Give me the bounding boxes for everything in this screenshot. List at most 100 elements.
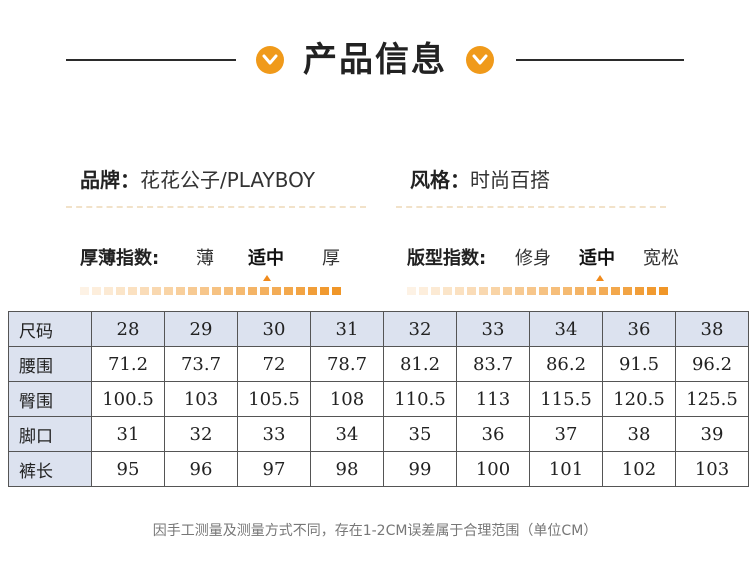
scale-segment [212,287,221,295]
scale-segment [140,287,149,295]
scale-segment [491,287,500,295]
measurement-cell: 95 [91,451,165,487]
scale-segment [332,287,341,295]
measurement-cell: 100.5 [91,381,165,417]
scale-segment [104,287,113,295]
thickness-option: 薄 [196,248,214,269]
brand-info: 品牌：花花公子/PLAYBOY [80,166,315,194]
style-label: 风格： [410,168,470,192]
title-divider-left [66,59,236,61]
measurement-cell: 36 [456,416,530,452]
row-label: 脚口 [8,416,92,452]
fit-option-selected: 适中 [579,248,615,269]
scale-segment [176,287,185,295]
measurement-cell: 101 [529,451,603,487]
measurement-cell: 110.5 [383,381,457,417]
table-row: 臀围 100.5 103 105.5 108 110.5 113 115.5 120.5 125.… [8,381,749,417]
scale-segment [443,287,452,295]
size-header-row: 尺码 28 29 30 31 32 33 34 36 38 [8,311,749,347]
measurement-cell: 98 [310,451,384,487]
scale-segment [623,287,632,295]
measurement-cell: 102 [602,451,676,487]
size-cell: 29 [164,311,238,347]
measurement-cell: 33 [237,416,311,452]
measurement-cell: 103 [164,381,238,417]
thickness-index: 厚薄指数: 薄 适中 厚 [80,246,360,272]
thickness-option: 厚 [322,248,340,269]
size-cell: 36 [602,311,676,347]
measurement-cell: 37 [529,416,603,452]
measurement-cell: 96 [164,451,238,487]
scale-segment [479,287,488,295]
measurement-cell: 35 [383,416,457,452]
scale-segment [248,287,257,295]
scale-segment [224,287,233,295]
row-label: 尺码 [8,311,92,347]
scale-segment [455,287,464,295]
table-row: 脚口 31 32 33 34 35 36 37 38 39 [8,416,749,452]
table-row: 腰围 71.2 73.7 72 78.7 81.2 83.7 86.2 91.5 96.2 [8,346,749,382]
scale-segment [152,287,161,295]
measurement-cell: 72 [237,346,311,382]
scale-segment [164,287,173,295]
measurement-cell: 34 [310,416,384,452]
section-title: 产品信息 [303,40,447,80]
scale-segment [320,287,329,295]
measurement-cell: 38 [602,416,676,452]
fit-scale-bar [407,287,677,295]
scale-segment [272,287,281,295]
scale-segment [647,287,656,295]
brand-value: 花花公子/PLAYBOY [140,168,315,192]
scale-segment [575,287,584,295]
scale-segment [284,287,293,295]
row-label: 腰围 [8,346,92,382]
measurement-cell: 71.2 [91,346,165,382]
measurement-cell: 103 [675,451,749,487]
measurement-cell: 120.5 [602,381,676,417]
divider [396,206,666,208]
style-info: 风格：时尚百搭 [410,166,550,194]
scale-segment [80,287,89,295]
measurement-cell: 81.2 [383,346,457,382]
size-cell: 33 [456,311,530,347]
measurement-note: 因手工测量及测量方式不同，存在1-2CM误差属于合理范围（单位CM） [152,523,598,539]
measurement-cell: 105.5 [237,381,311,417]
size-cell: 28 [91,311,165,347]
size-table: 尺码 28 29 30 31 32 33 34 36 38 腰围 71.2 73.7 72 78.7 81.2… [8,311,749,487]
fit-option: 修身 [515,248,551,269]
scale-segment [296,287,305,295]
scale-segment [419,287,428,295]
scale-segment [308,287,317,295]
scale-segment [515,287,524,295]
scale-segment [128,287,137,295]
scale-segment [635,287,644,295]
measurement-cell: 86.2 [529,346,603,382]
size-cell: 32 [383,311,457,347]
scale-segment [503,287,512,295]
selected-indicator [263,275,271,281]
scale-segment [92,287,101,295]
size-cell: 38 [675,311,749,347]
chevron-down-icon [256,46,284,74]
scale-segment [659,287,668,295]
scale-segment [200,287,209,295]
measurement-cell: 115.5 [529,381,603,417]
size-cell: 30 [237,311,311,347]
title-divider-right [516,59,684,61]
scale-segment [116,287,125,295]
measurement-cell: 91.5 [602,346,676,382]
fit-option: 宽松 [643,248,679,269]
measurement-cell: 73.7 [164,346,238,382]
scale-segment [431,287,440,295]
thickness-scale-bar [80,287,350,295]
scale-segment [587,287,596,295]
thickness-label: 厚薄指数: [80,248,160,269]
measurement-cell: 83.7 [456,346,530,382]
row-label: 臀围 [8,381,92,417]
scale-segment [188,287,197,295]
thickness-option-selected: 适中 [248,248,284,269]
scale-segment [551,287,560,295]
scale-segment [599,287,608,295]
scale-segment [527,287,536,295]
fit-index: 版型指数: 修身 适中 宽松 [407,246,697,272]
